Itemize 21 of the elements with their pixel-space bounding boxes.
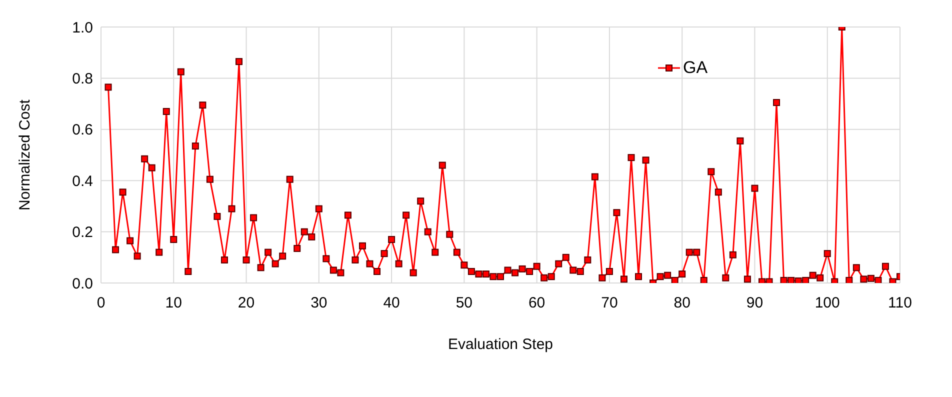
y-tick-label: 0.0 bbox=[72, 275, 93, 292]
y-tick-label: 0.4 bbox=[72, 172, 93, 190]
x-tick-label: 100 bbox=[814, 294, 840, 312]
y-tick-label: 0.2 bbox=[72, 224, 93, 242]
x-tick-label: 30 bbox=[310, 294, 328, 312]
x-tick-label: 20 bbox=[238, 294, 255, 312]
x-tick-label: 60 bbox=[528, 294, 546, 312]
x-tick-label: 90 bbox=[746, 294, 764, 312]
x-axis-title: Evaluation Step bbox=[448, 336, 554, 353]
y-tick-label: 1.0 bbox=[72, 19, 93, 36]
x-tick-label: 10 bbox=[165, 294, 182, 312]
x-tick-label: 40 bbox=[383, 294, 400, 312]
x-tick-label: 80 bbox=[674, 294, 690, 312]
legend-label: GA bbox=[683, 58, 708, 78]
x-tick-label: 70 bbox=[601, 294, 618, 312]
y-tick-label: 0.8 bbox=[72, 70, 93, 88]
y-axis-title: Normalized Cost bbox=[16, 98, 34, 210]
y-tick-label: 0.6 bbox=[72, 122, 93, 139]
x-tick-label: 50 bbox=[456, 294, 473, 312]
x-tick-label: 110 bbox=[888, 294, 912, 312]
x-tick-label: 0 bbox=[96, 294, 106, 312]
